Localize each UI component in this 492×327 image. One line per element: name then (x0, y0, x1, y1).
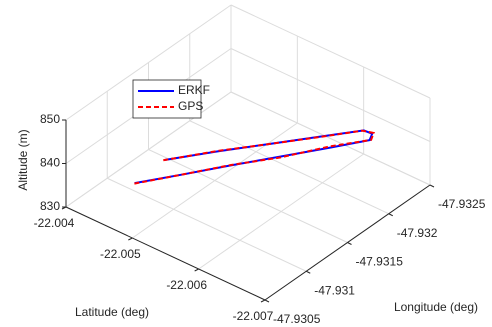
x-tick (306, 270, 311, 274)
grid-line (65, 91, 232, 208)
x-tick-label: -47.9315 (356, 255, 404, 269)
y-tick-label: -22.005 (100, 247, 141, 261)
x-tick-label: -47.931 (314, 283, 355, 297)
y-tick-label: -22.004 (34, 216, 75, 230)
grid-line (132, 122, 298, 239)
z-tick-label: 850 (40, 112, 60, 126)
x-tick-label: -47.9305 (273, 312, 321, 326)
legend-label: ERKF (178, 83, 210, 97)
axes-box (61, 119, 435, 303)
grid-line (148, 149, 348, 243)
y-tick (128, 237, 133, 241)
y-tick-label: -22.006 (166, 278, 207, 292)
line (134, 129, 376, 185)
grid-line (189, 120, 389, 215)
y-axis-line (65, 206, 266, 301)
grid-line (65, 4, 232, 121)
y-tick-label: -22.007 (233, 309, 274, 323)
y-tick (194, 268, 199, 272)
legend-label: GPS (178, 99, 203, 113)
legend: ERKF GPS (132, 79, 210, 119)
grid-line (198, 153, 364, 270)
z-tick-label: 840 (40, 156, 60, 170)
plot-lines (134, 129, 376, 185)
z-axis-label: Altitude (m) (16, 129, 30, 190)
grid-line (107, 177, 307, 272)
y-tick (260, 299, 266, 303)
grid-line (230, 4, 431, 99)
x-tick-label: -47.932 (397, 226, 438, 240)
x-tick (347, 242, 352, 245)
z-tick-label: 830 (40, 199, 60, 213)
x-tick (264, 299, 270, 303)
x-tick-label: -47.9325 (438, 197, 486, 211)
grid-line (230, 48, 431, 142)
x-tick (388, 213, 393, 217)
y-axis-label: Latitude (deg) (75, 305, 149, 319)
x-tick (429, 184, 435, 188)
grid-line (230, 91, 431, 186)
line (134, 129, 374, 185)
legend-box (132, 79, 202, 119)
x-axis-label: Longitude (deg) (394, 300, 478, 314)
